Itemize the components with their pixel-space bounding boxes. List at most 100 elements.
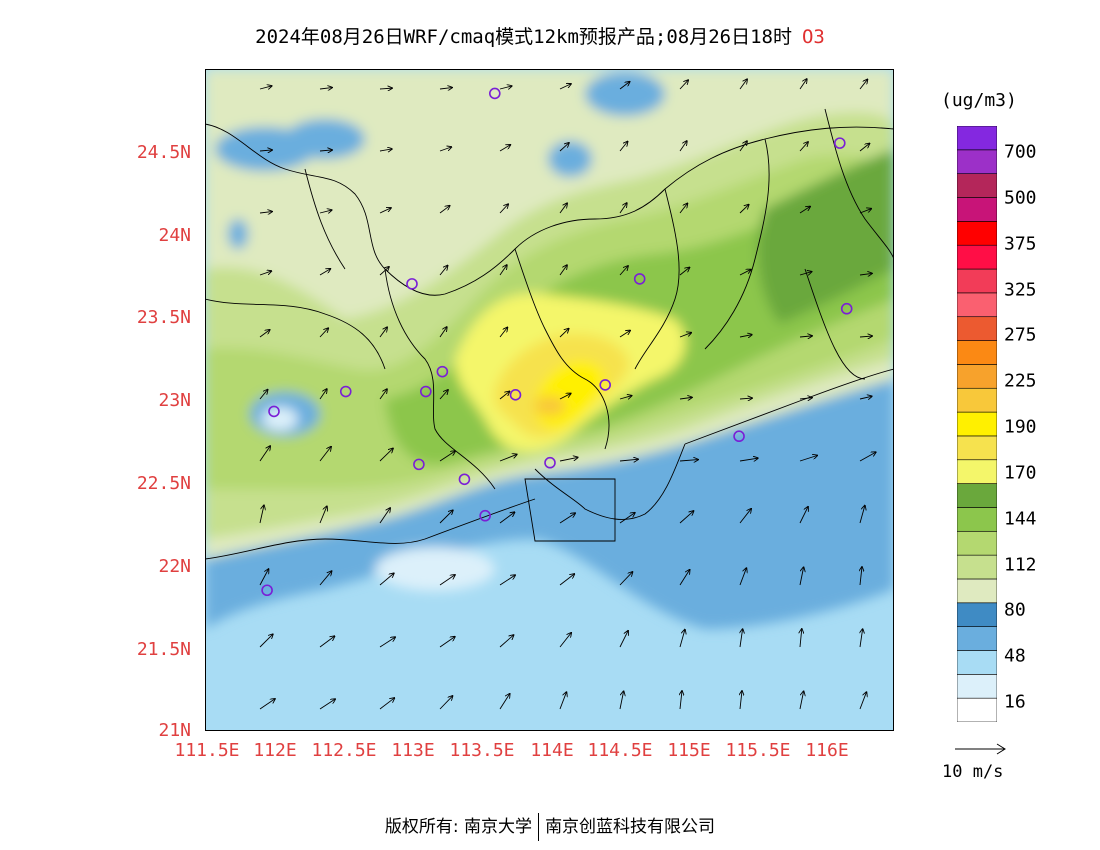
- wind-arrow: [439, 696, 452, 710]
- station-marker: [733, 430, 745, 443]
- wind-arrow: [859, 396, 872, 399]
- station-marker: [599, 379, 612, 391]
- lon-tick-label: 115.5E: [725, 740, 791, 761]
- legend-label: 144: [1004, 508, 1037, 530]
- wind-arrow: [439, 637, 455, 648]
- copyright-holder: 版权所有: 南京大学: [384, 817, 533, 837]
- wind-arrow: [439, 88, 452, 89]
- wind-arrow: [379, 267, 389, 276]
- wind-arrow: [679, 460, 698, 461]
- lon-tick-label: 113.5E: [449, 740, 515, 761]
- wind-arrow: [259, 271, 271, 276]
- wind-arrow: [559, 457, 578, 462]
- legend-label: 112: [1004, 554, 1037, 576]
- lon-tick-label: 113E: [391, 740, 435, 761]
- copyright-footer: 版权所有: 南京大学 南京创蓝科技有限公司: [0, 812, 1100, 841]
- legend-color-bin: [957, 697, 997, 722]
- wind-arrow: [559, 394, 571, 400]
- wind-arrow: [499, 145, 510, 152]
- wind-arrow: [739, 270, 751, 276]
- legend-color-bin: [957, 292, 997, 318]
- wind-arrow: [799, 507, 808, 524]
- legend-label: 225: [1004, 370, 1037, 392]
- wind-arrow: [679, 268, 689, 276]
- wind-arrow: [679, 511, 693, 524]
- wind-arrow: [499, 391, 509, 400]
- wind-arrow: [259, 86, 272, 89]
- wind-arrow: [619, 572, 632, 586]
- wind-arrow: [619, 142, 628, 152]
- wind-arrow: [799, 142, 808, 152]
- pollutant-species: O3: [801, 26, 825, 48]
- wind-arrow: [259, 212, 272, 213]
- legend-color-bin: [957, 221, 997, 246]
- lon-tick-label: 114E: [530, 740, 574, 761]
- wind-arrow: [259, 634, 273, 648]
- wind-arrow: [379, 637, 395, 648]
- wind-arrow: [799, 79, 807, 90]
- wind-arrow: [439, 327, 447, 338]
- legend-color-bin: [957, 411, 997, 437]
- wind-arrow: [680, 691, 682, 710]
- wind-arrow: [619, 330, 630, 338]
- map-title: 2024年08月26日WRF/cmaq模式12km预报产品;08月26日18时 O…: [0, 22, 1080, 49]
- lat-tick-label: 22N: [158, 556, 191, 577]
- wind-arrow: [259, 330, 270, 338]
- legend-color-bin: [957, 507, 997, 532]
- wind-arrow: [319, 328, 328, 338]
- lon-tick-label: 114.5E: [587, 740, 653, 761]
- wind-arrow: [799, 207, 810, 214]
- lat-tick-label: 24.5N: [136, 142, 191, 163]
- wind-arrow: [799, 567, 804, 586]
- wind-arrow: [859, 144, 869, 152]
- wind-arrow: [259, 390, 268, 400]
- wind-arrow: [619, 691, 624, 710]
- wind-arrow: [379, 88, 392, 89]
- wind-arrow: [799, 336, 812, 337]
- wind-arrow: [499, 694, 510, 710]
- station-marker: [268, 405, 280, 418]
- wind-arrow: [499, 328, 507, 338]
- wind-arrow: [319, 636, 334, 648]
- lat-tick-label: 21N: [158, 720, 191, 741]
- wind-vectors: [259, 79, 876, 710]
- legend-color-bin: [957, 554, 997, 580]
- wind-arrow: [619, 266, 628, 276]
- wind-arrow: [319, 447, 331, 462]
- wind-arrow: [319, 88, 332, 89]
- legend-color-bin: [957, 268, 997, 294]
- legend-color-bin: [957, 459, 997, 484]
- wind-arrow: [679, 333, 691, 338]
- lat-tick-label: 22.5N: [136, 473, 191, 494]
- legend-label: 325: [1004, 279, 1037, 301]
- wind-arrow: [319, 571, 332, 586]
- wind-arrow: [679, 204, 687, 214]
- wind-arrow: [559, 203, 567, 214]
- lat-tick-label: 23.5N: [136, 307, 191, 328]
- legend-color-bin: [957, 316, 997, 341]
- wind-arrow: [559, 513, 575, 524]
- station-marker: [479, 509, 491, 522]
- wind-arrow: [860, 567, 862, 586]
- station-marker: [458, 473, 471, 486]
- lat-tick-label: 24N: [158, 225, 191, 246]
- wind-arrow: [259, 569, 268, 586]
- wind-reference-label: 10 m/s: [942, 762, 1004, 782]
- wind-arrow: [439, 206, 450, 214]
- wind-arrow: [559, 574, 574, 586]
- legend-label: 170: [1004, 462, 1037, 484]
- legend-unit: (ug/m3): [941, 90, 1017, 111]
- wind-arrow: [739, 398, 752, 399]
- wind-arrow: [379, 448, 393, 462]
- wind-arrow: [740, 629, 743, 648]
- wind-arrow: [379, 389, 387, 400]
- wind-arrow: [799, 691, 804, 710]
- wind-arrow: [619, 459, 638, 461]
- wind-arrow: [799, 272, 812, 275]
- wind-arrow: [619, 82, 630, 90]
- station-marker: [420, 385, 432, 398]
- wind-arrow: [319, 210, 332, 213]
- station-marker: [406, 278, 418, 290]
- wind-arrow: [739, 335, 752, 337]
- wind-arrow: [259, 446, 270, 462]
